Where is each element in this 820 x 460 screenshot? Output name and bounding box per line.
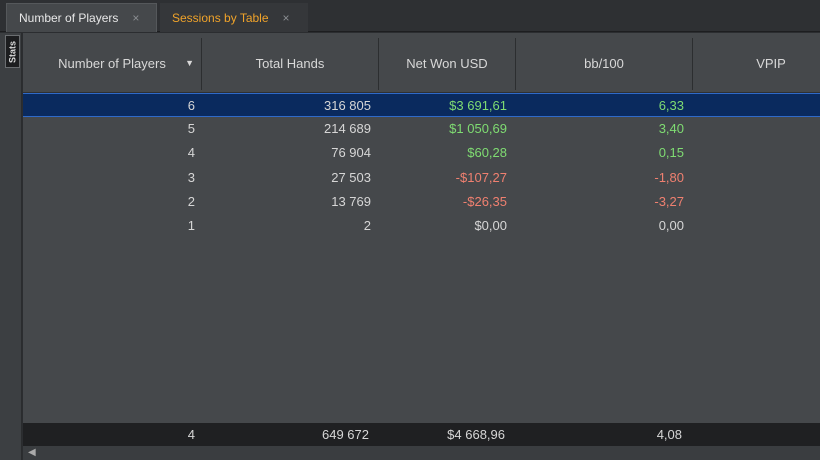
column-header-net-won-usd[interactable]: Net Won USD (379, 33, 515, 93)
side-panel-strip (0, 33, 22, 460)
cell-total-hands: 27 503 (331, 169, 371, 185)
column-separator[interactable] (515, 38, 516, 90)
stats-grid: Number of Players ▼ Total Hands Net Won … (23, 33, 820, 446)
table-row[interactable]: 1 2 $0,00 0,00 (23, 214, 820, 238)
cell-number-of-players: 2 (187, 193, 195, 209)
cell-number-of-players: 6 (187, 98, 195, 113)
cell-bb-per-100: -1,80 (654, 169, 684, 185)
cell-total-hands: 214 689 (324, 121, 371, 137)
column-header-total-hands[interactable]: Total Hands (202, 33, 378, 93)
tab-bar: Number of Players × Sessions by Table × (0, 0, 820, 32)
cell-net-won: -$26,35 (462, 193, 507, 209)
table-row[interactable]: 2 13 769 -$26,35 -3,27 (23, 190, 820, 214)
tab-sessions-by-table[interactable]: Sessions by Table × (160, 3, 308, 32)
cell-total-hands: 13 769 (331, 193, 371, 209)
sort-descending-icon[interactable]: ▼ (185, 58, 194, 68)
table-row[interactable]: 6 316 805 $3 691,61 6,33 (23, 93, 820, 118)
cell-number-of-players: 3 (187, 169, 195, 185)
cell-total-hands: 316 805 (324, 98, 371, 113)
tab-label: Sessions by Table (172, 10, 269, 25)
cell-net-won: $1 050,69 (449, 121, 507, 137)
column-separator[interactable] (378, 38, 379, 90)
cell-bb-per-100: 6,33 (658, 98, 684, 113)
column-header-label: Total Hands (255, 55, 325, 71)
cell-number-of-players: 1 (187, 217, 195, 233)
table-row[interactable]: 3 27 503 -$107,27 -1,80 (23, 166, 820, 190)
cell-net-won: -$107,27 (455, 169, 507, 185)
tab-label: Number of Players (19, 11, 119, 25)
table-row[interactable]: 5 214 689 $1 050,69 3,40 (23, 117, 820, 141)
cell-net-won: $60,28 (467, 145, 507, 161)
column-header-label: VPIP (756, 55, 786, 71)
grid-header: Number of Players ▼ Total Hands Net Won … (23, 33, 820, 93)
cell-total-hands: 76 904 (331, 145, 371, 161)
stats-panel-toggle[interactable]: Stats (5, 35, 20, 68)
column-header-label: bb/100 (584, 55, 624, 71)
close-icon[interactable]: × (282, 10, 290, 25)
total-hands: 649 672 (322, 427, 369, 442)
column-header-bb-per-100[interactable]: bb/100 (516, 33, 692, 93)
totals-row: 4 649 672 $4 668,96 4,08 (23, 423, 820, 446)
column-separator[interactable] (201, 38, 202, 90)
column-separator[interactable] (692, 38, 693, 90)
column-header-label: Number of Players (58, 55, 166, 71)
total-number-of-players: 4 (187, 427, 195, 442)
column-header-label: Net Won USD (406, 55, 488, 71)
cell-net-won: $3 691,61 (449, 98, 507, 113)
cell-number-of-players: 5 (187, 121, 195, 137)
column-header-number-of-players[interactable]: Number of Players ▼ (23, 33, 201, 93)
cell-net-won: $0,00 (474, 217, 507, 233)
grid-rows: 6 316 805 $3 691,61 6,33 5 214 689 $1 05… (23, 93, 820, 238)
cell-bb-per-100: -3,27 (654, 193, 684, 209)
cell-number-of-players: 4 (187, 145, 195, 161)
total-net-won: $4 668,96 (447, 427, 505, 442)
table-row[interactable]: 4 76 904 $60,28 0,15 (23, 141, 820, 165)
horizontal-scrollbar[interactable]: ◀ (23, 446, 820, 460)
total-bb-per-100: 4,08 (656, 427, 682, 442)
cell-bb-per-100: 0,00 (658, 217, 684, 233)
cell-bb-per-100: 3,40 (658, 121, 684, 137)
tab-number-of-players[interactable]: Number of Players × (6, 3, 157, 32)
cell-bb-per-100: 0,15 (658, 145, 684, 161)
cell-total-hands: 2 (363, 217, 371, 233)
close-icon[interactable]: × (132, 11, 140, 25)
column-header-vpip[interactable]: VPIP (693, 33, 820, 93)
scroll-left-icon[interactable]: ◀ (28, 447, 36, 458)
